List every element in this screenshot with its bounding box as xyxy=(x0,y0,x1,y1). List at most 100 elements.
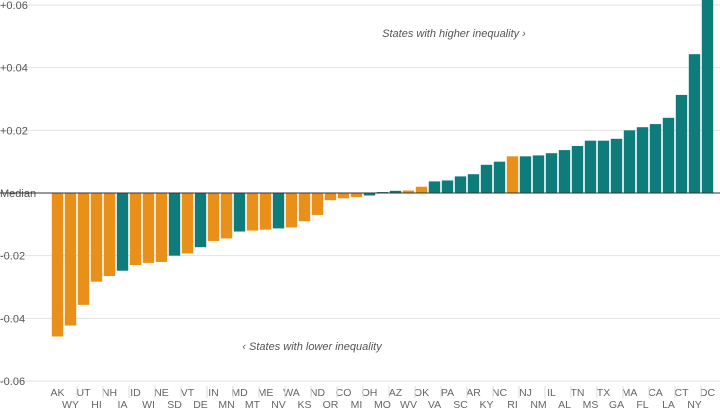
x-tick-label: NC xyxy=(492,387,508,399)
x-tick-label: ME xyxy=(258,387,274,399)
bar-ga xyxy=(610,138,623,193)
x-tick-label: NE xyxy=(154,387,169,399)
bar-vt xyxy=(181,193,194,254)
x-tick-label: CA xyxy=(648,387,663,399)
bar-ut xyxy=(77,193,90,305)
x-tick-label: MD xyxy=(231,387,248,399)
x-tick-label: MN xyxy=(218,399,234,409)
x-tick-label: FL xyxy=(636,399,648,409)
x-tick-label: AR xyxy=(466,387,481,399)
x-tick-label: IN xyxy=(208,387,219,399)
x-tick-label: UT xyxy=(77,387,92,399)
x-tick-label: OH xyxy=(362,387,378,399)
x-tick-label: MA xyxy=(622,387,638,399)
bar-tn xyxy=(571,146,584,193)
bar-sc xyxy=(454,176,467,193)
bar-sd xyxy=(168,193,181,256)
x-tick-label: CT xyxy=(675,387,690,399)
bar-wa xyxy=(285,193,298,228)
bar-nh xyxy=(103,193,116,277)
bar-mt xyxy=(246,193,259,231)
x-tick-label: NM xyxy=(530,399,546,409)
x-tick-label: CO xyxy=(336,387,352,399)
bar-ct xyxy=(675,94,688,193)
x-tick-label: WY xyxy=(62,399,79,409)
x-tick-label: WI xyxy=(142,399,155,409)
x-tick-label: SC xyxy=(453,399,468,409)
x-tick-label: IA xyxy=(118,399,128,409)
x-tick-label: KY xyxy=(479,399,493,409)
bar-wy xyxy=(64,193,77,326)
bar-md xyxy=(233,193,246,232)
x-tick-label: PA xyxy=(441,387,454,399)
bar-mn xyxy=(220,193,233,239)
bar-or xyxy=(324,193,337,201)
bar-de xyxy=(194,193,207,248)
bar-ky xyxy=(480,164,493,193)
bar-ne xyxy=(155,193,168,262)
x-tick-label: HI xyxy=(91,399,102,409)
x-tick-label: LA xyxy=(662,399,675,409)
x-tick-label: NY xyxy=(687,399,702,409)
x-tick-label: RI xyxy=(507,399,518,409)
bar-nd xyxy=(311,193,324,215)
x-tick-label: ID xyxy=(130,387,141,399)
x-tick-label: ND xyxy=(310,387,326,399)
x-tick-label: SD xyxy=(167,399,182,409)
x-tick-label: MS xyxy=(583,399,599,409)
bar-ca xyxy=(649,124,662,193)
bar-ak xyxy=(51,193,64,337)
bar-ma xyxy=(623,130,636,193)
y-tick-label: +0.06 xyxy=(0,0,28,12)
bar-pa xyxy=(441,180,454,193)
bar-id xyxy=(129,193,142,266)
bar-me xyxy=(259,193,272,230)
bar-wi xyxy=(142,193,155,263)
x-tick-label: NH xyxy=(102,387,117,399)
bar-ok xyxy=(415,186,428,193)
bar-az xyxy=(389,190,402,193)
y-tick-label: Median xyxy=(0,188,36,200)
x-tick-label: WA xyxy=(283,387,300,399)
x-tick-label: IL xyxy=(547,387,556,399)
x-tick-label: GA xyxy=(609,399,624,409)
bars xyxy=(51,0,714,337)
annotation-higher-inequality: States with higher inequality › xyxy=(382,28,526,40)
x-tick-label: OR xyxy=(323,399,339,409)
bar-ar xyxy=(467,174,480,193)
bar-nj xyxy=(519,156,532,193)
y-tick-label: +0.02 xyxy=(0,125,28,137)
x-tick-label: NV xyxy=(271,399,286,409)
x-tick-label: AL xyxy=(558,399,571,409)
y-tick-label: -0.02 xyxy=(0,251,25,263)
bar-nv xyxy=(272,193,285,229)
x-tick-label: VT xyxy=(181,387,195,399)
x-tick-label: AZ xyxy=(389,387,403,399)
x-tick-label: TX xyxy=(597,387,610,399)
bar-fl xyxy=(636,127,649,193)
bar-tx xyxy=(597,140,610,193)
x-tick-label: DC xyxy=(700,387,716,399)
bar-in xyxy=(207,193,220,241)
bar-oh xyxy=(363,193,376,196)
bar-hi xyxy=(90,193,103,282)
bar-ri xyxy=(506,156,519,193)
x-tick-label: MT xyxy=(245,399,261,409)
x-tick-label: MO xyxy=(374,399,391,409)
y-tick-label: -0.06 xyxy=(0,376,25,388)
bar-nm xyxy=(532,155,545,193)
bar-ks xyxy=(298,193,311,222)
x-axis-ticks: AKWYUTHINHIAIDWINESDVTDEINMNMDMTMENVWAKS… xyxy=(50,386,715,409)
bar-co xyxy=(337,193,350,199)
x-tick-label: AK xyxy=(50,387,64,399)
bar-dc xyxy=(701,0,714,193)
bar-va xyxy=(428,181,441,193)
x-tick-label: OK xyxy=(414,387,429,399)
bar-al xyxy=(558,150,571,193)
x-tick-label: MI xyxy=(351,399,363,409)
bar-nc xyxy=(493,161,506,193)
bar-la xyxy=(662,117,675,193)
x-tick-label: TN xyxy=(571,387,585,399)
bar-ms xyxy=(584,140,597,193)
